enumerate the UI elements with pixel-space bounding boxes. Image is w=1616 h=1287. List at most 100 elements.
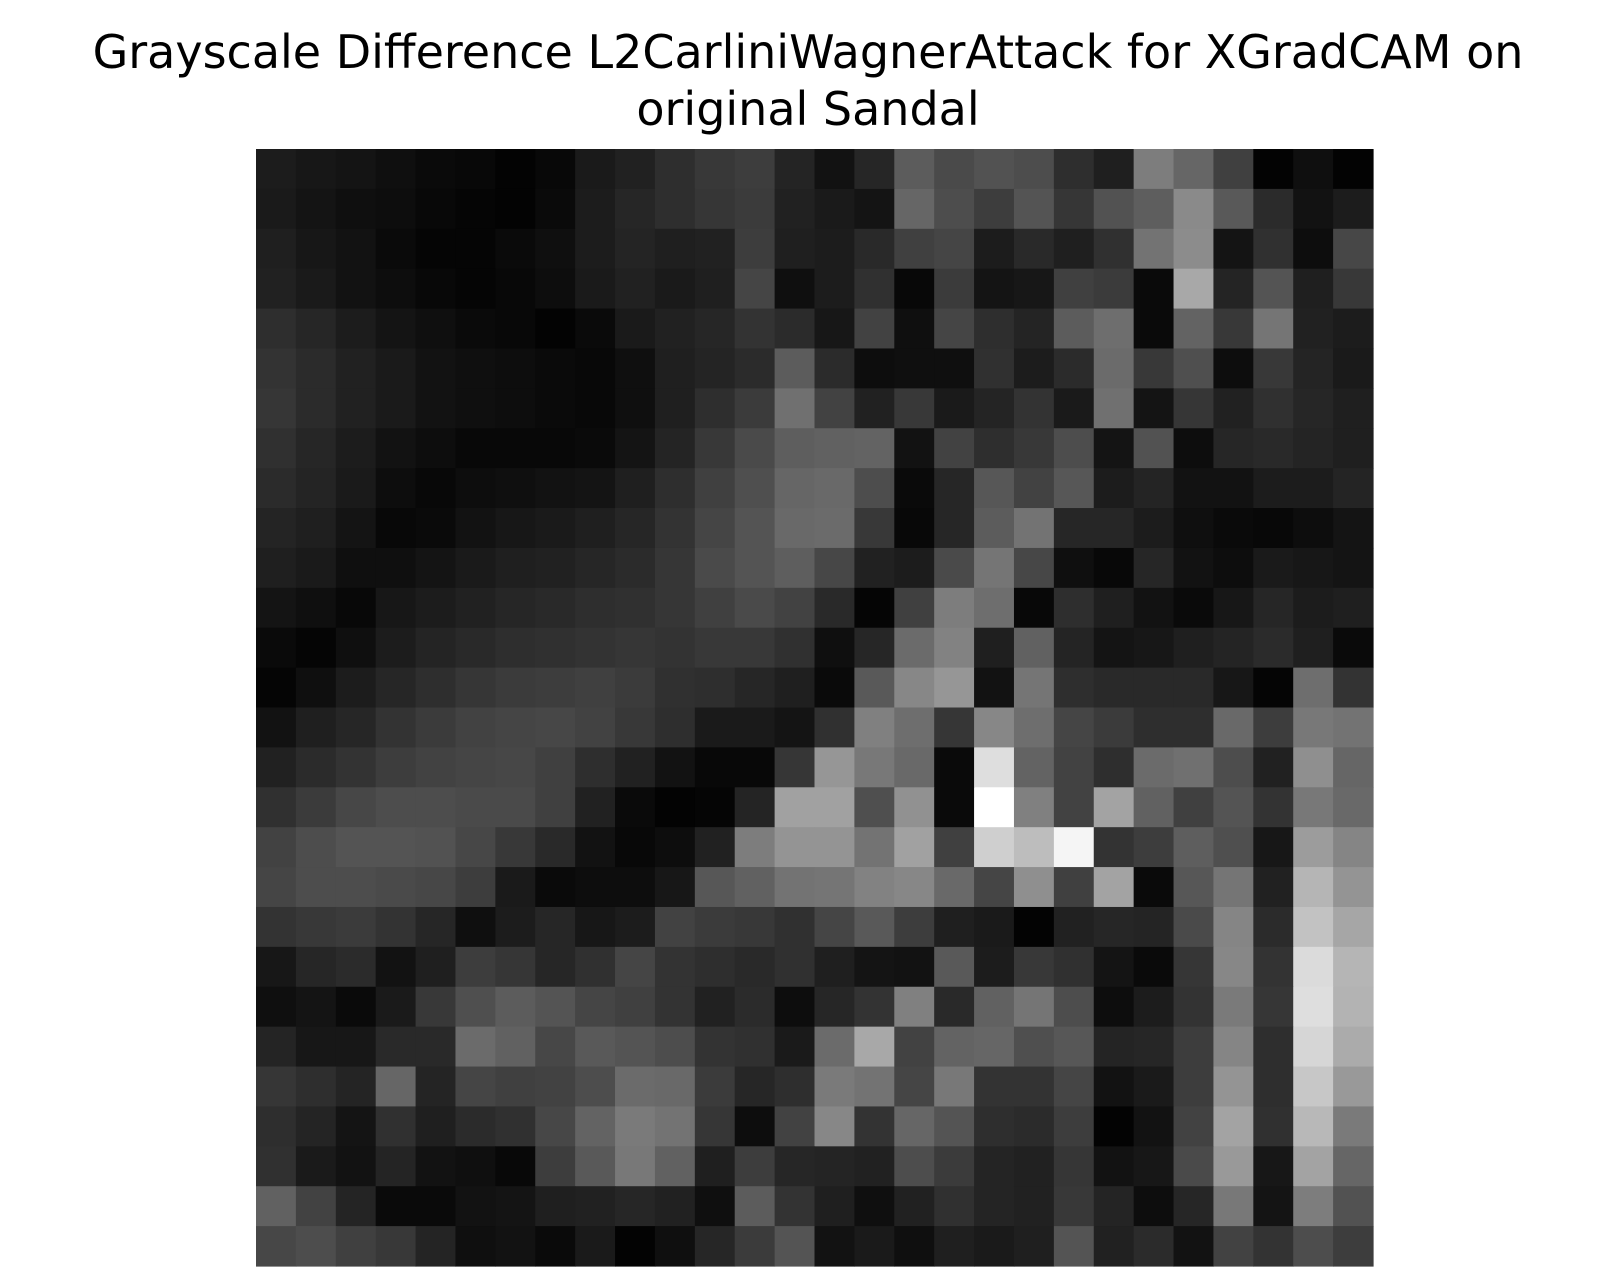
heatmap-cell	[415, 587, 457, 629]
heatmap-cell	[615, 508, 656, 549]
heatmap-cell	[654, 986, 696, 1028]
heatmap-cell	[734, 1226, 776, 1267]
heatmap-cell	[774, 787, 816, 828]
heatmap-cell	[654, 149, 696, 190]
heatmap-cell	[1293, 946, 1334, 988]
heatmap-cell	[814, 149, 855, 190]
heatmap-cell	[694, 707, 736, 748]
heatmap-cell	[1013, 1226, 1055, 1267]
heatmap-cell	[894, 787, 935, 828]
heatmap-cell	[455, 627, 496, 669]
heatmap-cell	[375, 707, 417, 748]
heatmap-cell	[1013, 1146, 1055, 1187]
heatmap-cell	[1133, 547, 1175, 589]
heatmap-cell	[694, 388, 736, 429]
heatmap-cell	[814, 986, 855, 1028]
heatmap-cell	[854, 188, 895, 230]
heatmap-cell	[734, 188, 776, 230]
heatmap-cell	[455, 388, 496, 429]
heatmap-cell	[1293, 1066, 1334, 1108]
heatmap-cell	[335, 946, 377, 988]
heatmap-cell	[934, 188, 975, 230]
heatmap-cell	[1053, 188, 1095, 230]
heatmap-cell	[375, 428, 417, 469]
heatmap-cell	[415, 508, 457, 549]
heatmap-cell	[974, 308, 1015, 350]
heatmap-cell	[1173, 149, 1215, 190]
heatmap-cell	[295, 747, 337, 788]
heatmap-cell	[1213, 308, 1254, 350]
heatmap-cell	[1253, 268, 1294, 310]
heatmap-cell	[934, 228, 975, 270]
heatmap-cell	[894, 827, 935, 868]
heatmap-cell	[1293, 149, 1334, 190]
heatmap-cell	[535, 827, 576, 868]
heatmap-cell	[654, 627, 696, 669]
heatmap-cell	[455, 508, 496, 549]
heatmap-cell	[1173, 707, 1215, 748]
heatmap-cell	[295, 1186, 337, 1227]
heatmap-cell	[615, 228, 656, 270]
heatmap-cell	[256, 867, 297, 908]
heatmap-cell	[455, 906, 496, 948]
heatmap-cell	[814, 388, 855, 429]
heatmap-cell	[1053, 468, 1095, 509]
heatmap-cell	[1173, 946, 1215, 988]
heatmap-cell	[495, 827, 536, 868]
heatmap-cell	[654, 787, 696, 828]
heatmap-cell	[495, 946, 536, 988]
heatmap-cell	[415, 667, 457, 709]
heatmap-cell	[854, 867, 895, 908]
heatmap-cell	[1133, 308, 1175, 350]
heatmap-cell	[535, 188, 576, 230]
heatmap-cell	[854, 986, 895, 1028]
heatmap-cell	[375, 188, 417, 230]
heatmap-cell	[495, 228, 536, 270]
heatmap-cell	[295, 149, 337, 190]
heatmap-cell	[455, 787, 496, 828]
heatmap-cell	[1253, 1026, 1294, 1068]
heatmap-cell	[974, 787, 1015, 828]
heatmap-cell	[256, 1186, 297, 1227]
heatmap-cell	[974, 627, 1015, 669]
heatmap-cell	[535, 1066, 576, 1108]
heatmap-cell	[654, 228, 696, 270]
heatmap-cell	[894, 188, 935, 230]
heatmap-cell	[814, 348, 855, 389]
heatmap-cell	[1333, 707, 1374, 748]
heatmap-cell	[535, 547, 576, 589]
heatmap-cell	[1253, 1106, 1294, 1147]
heatmap-cell	[455, 547, 496, 589]
heatmap-cell	[615, 867, 656, 908]
heatmap-cell	[1213, 986, 1254, 1028]
heatmap-cell	[934, 428, 975, 469]
heatmap-cell	[1253, 667, 1294, 709]
heatmap-cell	[854, 906, 895, 948]
heatmap-cell	[814, 428, 855, 469]
chart-title-line-1: Grayscale Difference L2CarliniWagnerAtta…	[92, 25, 1524, 79]
heatmap-cell	[415, 268, 457, 310]
heatmap-cell	[694, 827, 736, 868]
heatmap-cell	[694, 428, 736, 469]
heatmap-cell	[854, 627, 895, 669]
heatmap-cell	[774, 946, 816, 988]
heatmap-cell	[654, 1066, 696, 1108]
heatmap-cell	[335, 228, 377, 270]
heatmap-cell	[335, 508, 377, 549]
heatmap-cell	[455, 1146, 496, 1187]
heatmap-cell	[894, 1066, 935, 1108]
heatmap-cell	[974, 667, 1015, 709]
heatmap-cell	[256, 707, 297, 748]
heatmap-cell	[1213, 827, 1254, 868]
heatmap-cell	[934, 149, 975, 190]
heatmap-cell	[774, 1026, 816, 1068]
heatmap-cell	[1333, 1226, 1374, 1267]
heatmap-cell	[1293, 1106, 1334, 1147]
heatmap-cell	[455, 348, 496, 389]
heatmap-cell	[1333, 268, 1374, 310]
heatmap-cell	[934, 348, 975, 389]
heatmap-cell	[1013, 428, 1055, 469]
heatmap-cell	[734, 1106, 776, 1147]
heatmap-cell	[455, 308, 496, 350]
heatmap-cell	[1213, 348, 1254, 389]
